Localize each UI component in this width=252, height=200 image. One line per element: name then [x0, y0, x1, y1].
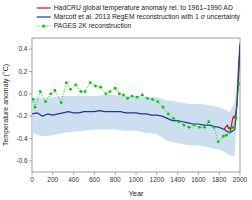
legend-label: HadCRU global temperature anomaly rel. t… — [54, 4, 233, 12]
series-point — [234, 117, 237, 120]
x-tick — [219, 172, 220, 175]
uncertainty-band — [32, 42, 240, 156]
series-point — [89, 81, 92, 84]
series-point — [231, 126, 234, 129]
series-point — [32, 98, 34, 101]
x-axis-label: Year — [128, 189, 144, 198]
plot-marks — [32, 42, 240, 156]
series-point — [177, 120, 180, 123]
x-tick-label: 1000 — [129, 176, 144, 183]
series-point — [172, 117, 175, 120]
series-point — [122, 94, 125, 97]
series-point — [141, 94, 144, 97]
y-tick — [29, 49, 32, 50]
series-point — [109, 90, 112, 93]
y-tick — [29, 138, 32, 139]
series-point — [60, 101, 63, 104]
series-point — [118, 92, 121, 95]
series-point — [203, 126, 206, 129]
series-point — [193, 124, 196, 127]
series-point — [225, 134, 228, 137]
series-point — [114, 87, 117, 90]
series-point — [104, 92, 107, 95]
x-tick-label: 800 — [110, 176, 121, 183]
series-point — [151, 98, 154, 101]
series-point — [84, 90, 87, 93]
series-point — [217, 140, 220, 143]
series-point — [65, 81, 68, 84]
series-point — [156, 100, 159, 103]
legend-label: PAGES 2K reconstruction — [54, 22, 132, 29]
y-axis-label: Temperature anomaly (°C) — [2, 64, 10, 146]
y-tick-label: -0.2 — [16, 112, 28, 119]
legend-swatch — [37, 7, 51, 8]
legend: HadCRU global temperature anomaly rel. t… — [37, 4, 241, 29]
series-point — [162, 106, 165, 109]
series-point — [182, 124, 185, 127]
y-tick — [29, 116, 32, 117]
series-point — [99, 86, 102, 89]
plot-frame — [32, 38, 240, 172]
y-tick-label: 0.0 — [18, 90, 27, 97]
series-point — [146, 97, 149, 100]
series-point — [222, 135, 225, 138]
x-tick — [240, 172, 241, 175]
series-point — [213, 126, 216, 129]
series-point — [49, 92, 52, 95]
series-point — [69, 88, 72, 91]
y-tick-label: -0.4 — [16, 135, 28, 142]
series-point — [188, 126, 191, 129]
x-tick-label: 1400 — [170, 176, 185, 183]
x-tick — [156, 172, 157, 175]
series-point — [238, 82, 240, 85]
x-tick — [73, 172, 74, 175]
series-point — [136, 96, 139, 99]
y-tick-label: -0.6 — [16, 157, 28, 164]
x-tick — [136, 172, 137, 175]
x-tick-label: 200 — [47, 176, 58, 183]
chart: 0 200 400 600 800 1000 1200 1400 1600 1800 2000 -0.… — [0, 0, 252, 200]
series-point — [228, 130, 231, 133]
series-line — [33, 83, 239, 142]
legend-label: Marcott et al. 2013 RegEM reconstruction… — [54, 13, 241, 21]
x-tick — [32, 172, 33, 175]
legend-swatch — [37, 16, 51, 17]
x-tick-label: 1800 — [212, 176, 227, 183]
x-tick — [52, 172, 53, 175]
series-point — [44, 100, 47, 103]
series-point — [53, 89, 56, 92]
x-tick — [94, 172, 95, 175]
series-line — [32, 44, 240, 133]
x-tick-label: 2000 — [233, 176, 248, 183]
x-tick-label: 600 — [89, 176, 100, 183]
series-point — [39, 90, 42, 93]
y-tick — [29, 160, 32, 161]
x-tick — [115, 172, 116, 175]
series-point — [94, 85, 97, 88]
series-point — [34, 106, 37, 109]
y-tick — [29, 93, 32, 94]
x-tick — [198, 172, 199, 175]
x-tick — [177, 172, 178, 175]
series-point — [198, 126, 201, 129]
series-point — [79, 90, 82, 93]
legend-marker — [42, 24, 45, 27]
series-point — [167, 113, 170, 116]
x-tick-label: 1200 — [150, 176, 165, 183]
y-tick-label: 0.2 — [18, 68, 27, 75]
series-point — [207, 120, 210, 123]
x-tick-label: 1600 — [191, 176, 206, 183]
y-tick — [29, 71, 32, 72]
series-point — [130, 95, 133, 98]
series-point — [74, 84, 77, 87]
series-point — [126, 97, 129, 100]
x-tick-label: 0 — [30, 176, 34, 183]
y-tick-label: 0.4 — [18, 45, 27, 52]
x-tick-label: 400 — [68, 176, 79, 183]
